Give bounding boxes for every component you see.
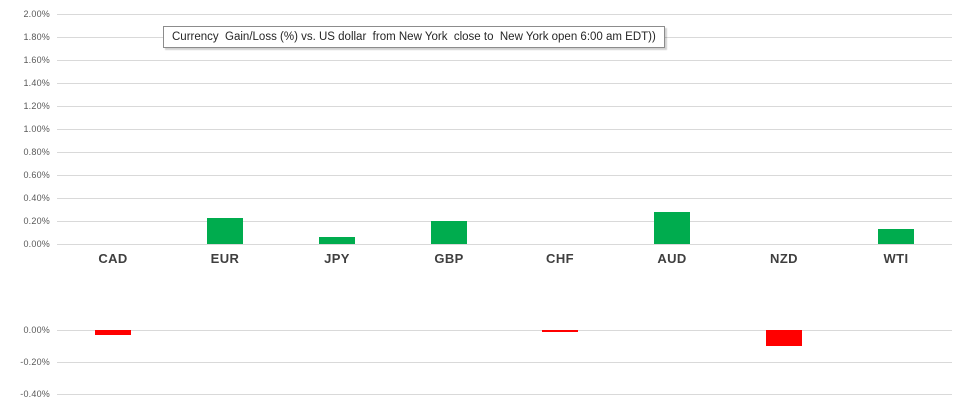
gridline — [57, 198, 952, 199]
y-tick-label: 0.40% — [23, 193, 50, 203]
gridline — [57, 362, 952, 363]
bar-gbp — [431, 221, 467, 244]
chart-title: Currency Gain/Loss (%) vs. US dollar fro… — [163, 26, 665, 48]
bar-nzd — [766, 330, 802, 346]
gridline — [57, 152, 952, 153]
gridline — [57, 83, 952, 84]
x-tick-label-aud: AUD — [657, 251, 687, 266]
y-tick-label: 1.80% — [23, 32, 50, 42]
y-tick-label: 0.00% — [23, 239, 50, 249]
gridline — [57, 60, 952, 61]
gridline — [57, 221, 952, 222]
x-tick-label-cad: CAD — [98, 251, 128, 266]
y-tick-label: 0.60% — [23, 170, 50, 180]
x-tick-label-jpy: JPY — [324, 251, 350, 266]
gridline — [57, 106, 952, 107]
gridline — [57, 394, 952, 395]
bar-aud — [654, 212, 690, 244]
x-tick-label-nzd: NZD — [770, 251, 798, 266]
y-tick-label: 1.60% — [23, 55, 50, 65]
gridline — [57, 330, 952, 331]
y-tick-label: 2.00% — [23, 9, 50, 19]
x-tick-label-chf: CHF — [546, 251, 574, 266]
x-tick-label-gbp: GBP — [434, 251, 464, 266]
x-tick-label-eur: EUR — [210, 251, 240, 266]
x-tick-label-wti: WTI — [883, 251, 909, 266]
y-tick-label: 0.20% — [23, 216, 50, 226]
y-tick-label: 1.40% — [23, 78, 50, 88]
gridline — [57, 175, 952, 176]
bar-chf — [542, 330, 578, 332]
y-tick-label: 1.00% — [23, 124, 50, 134]
y-tick-label: 1.20% — [23, 101, 50, 111]
y-tick-label: 0.80% — [23, 147, 50, 157]
gridline — [57, 14, 952, 15]
gridline — [57, 244, 952, 245]
y-tick-label: -0.40% — [20, 389, 50, 399]
bar-wti — [878, 229, 914, 244]
bar-eur — [207, 218, 243, 244]
y-tick-label: -0.20% — [20, 357, 50, 367]
bar-cad — [95, 330, 131, 335]
gridline — [57, 129, 952, 130]
bar-jpy — [319, 237, 355, 244]
y-tick-label: 0.00% — [23, 325, 50, 335]
